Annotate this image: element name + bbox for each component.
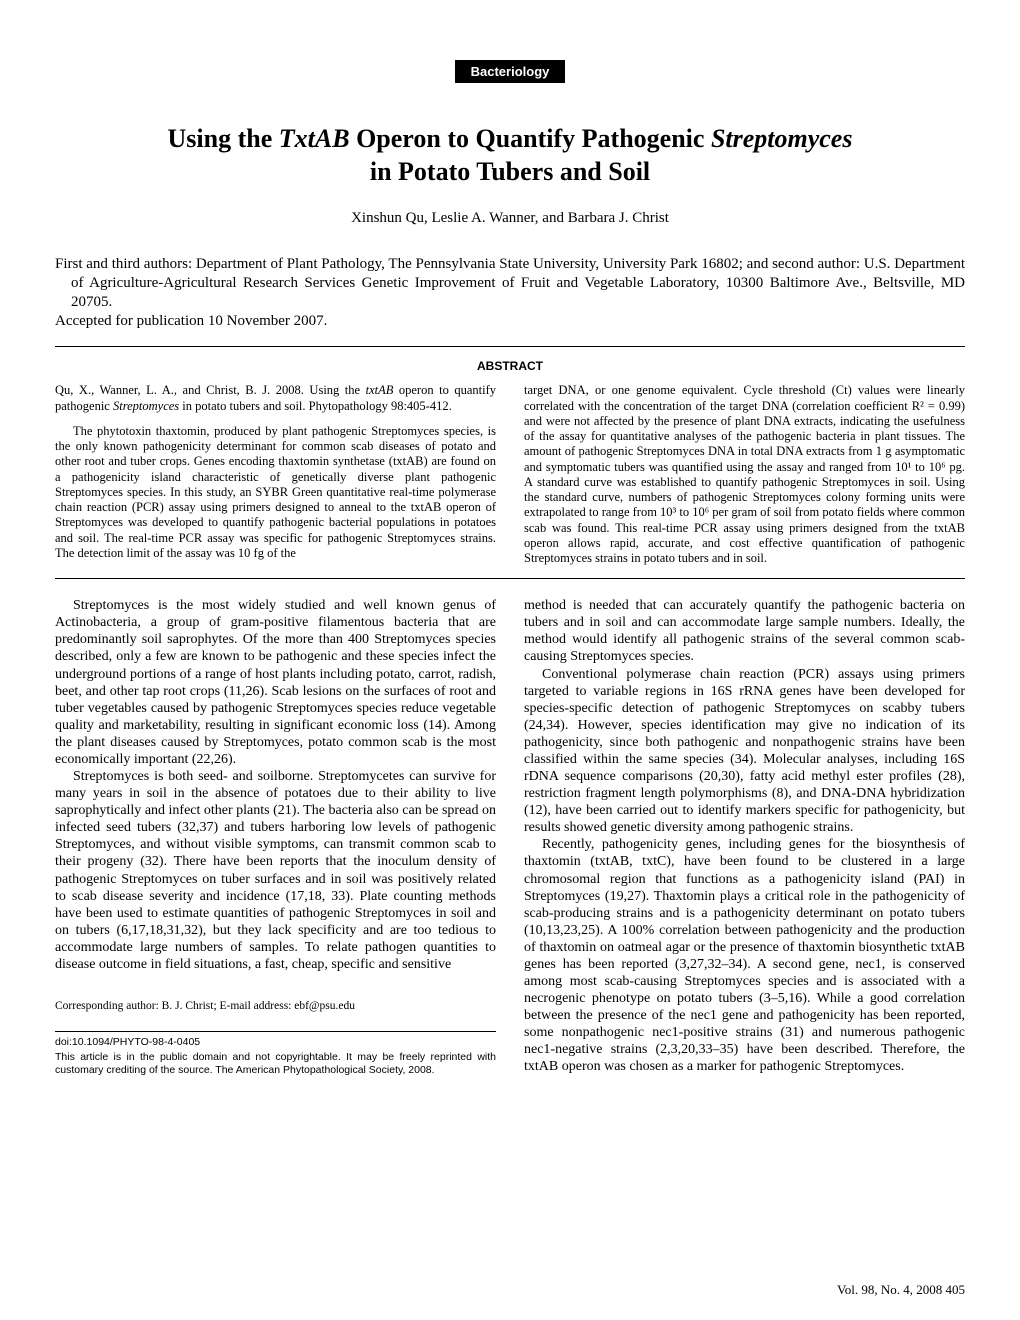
body-left-column: Streptomyces is the most widely studied … bbox=[55, 597, 496, 1077]
article-title: Using the TxtAB Operon to Quantify Patho… bbox=[55, 123, 965, 188]
abstract-right-text: target DNA, or one genome equivalent. Cy… bbox=[524, 383, 965, 566]
title-part-1: Using the bbox=[168, 124, 279, 153]
cite-ital2: Streptomyces bbox=[113, 399, 179, 413]
abstract-left-column: Qu, X., Wanner, L. A., and Christ, B. J.… bbox=[55, 383, 496, 566]
abstract-columns: Qu, X., Wanner, L. A., and Christ, B. J.… bbox=[55, 383, 965, 566]
copyright-notice: This article is in the public domain and… bbox=[55, 1051, 496, 1077]
abstract-right-column: target DNA, or one genome equivalent. Cy… bbox=[524, 383, 965, 566]
page-footer: Vol. 98, No. 4, 2008 405 bbox=[837, 1282, 965, 1298]
body-right-column: method is needed that can accurately qua… bbox=[524, 597, 965, 1077]
body-right-p2: Conventional polymerase chain reaction (… bbox=[524, 666, 965, 837]
cite-ital: txtAB bbox=[366, 383, 394, 397]
category-badge: Bacteriology bbox=[455, 60, 566, 83]
cite-c: in potato tubers and soil. Phytopatholog… bbox=[179, 399, 452, 413]
authors: Xinshun Qu, Leslie A. Wanner, and Barbar… bbox=[55, 210, 965, 227]
abstract-citation: Qu, X., Wanner, L. A., and Christ, B. J.… bbox=[55, 383, 496, 414]
body-left-p1: Streptomyces is the most widely studied … bbox=[55, 597, 496, 768]
affiliations: First and third authors: Department of P… bbox=[55, 255, 965, 311]
abstract-left-text: The phytotoxin thaxtomin, produced by pl… bbox=[55, 424, 496, 561]
doi-block: doi:10.1094/PHYTO-98-4-0405 This article… bbox=[55, 1031, 496, 1077]
cite-a: Qu, X., Wanner, L. A., and Christ, B. J.… bbox=[55, 383, 366, 397]
divider-top bbox=[55, 346, 965, 347]
title-part-2: Operon to Quantify Pathogenic bbox=[350, 124, 711, 153]
body-left-p2: Streptomyces is both seed- and soilborne… bbox=[55, 768, 496, 973]
title-italic-1: TxtAB bbox=[279, 124, 350, 153]
corresponding-author: Corresponding author: B. J. Christ; E-ma… bbox=[55, 999, 496, 1013]
accepted-date: Accepted for publication 10 November 200… bbox=[55, 313, 965, 330]
body-right-p3: Recently, pathogenicity genes, including… bbox=[524, 836, 965, 1075]
body-columns: Streptomyces is the most widely studied … bbox=[55, 597, 965, 1077]
body-right-p1: method is needed that can accurately qua… bbox=[524, 597, 965, 665]
abstract-heading: ABSTRACT bbox=[55, 359, 965, 373]
divider-bottom bbox=[55, 578, 965, 579]
title-line-2: in Potato Tubers and Soil bbox=[370, 157, 650, 186]
doi: doi:10.1094/PHYTO-98-4-0405 bbox=[55, 1036, 496, 1049]
title-italic-2: Streptomyces bbox=[711, 124, 853, 153]
